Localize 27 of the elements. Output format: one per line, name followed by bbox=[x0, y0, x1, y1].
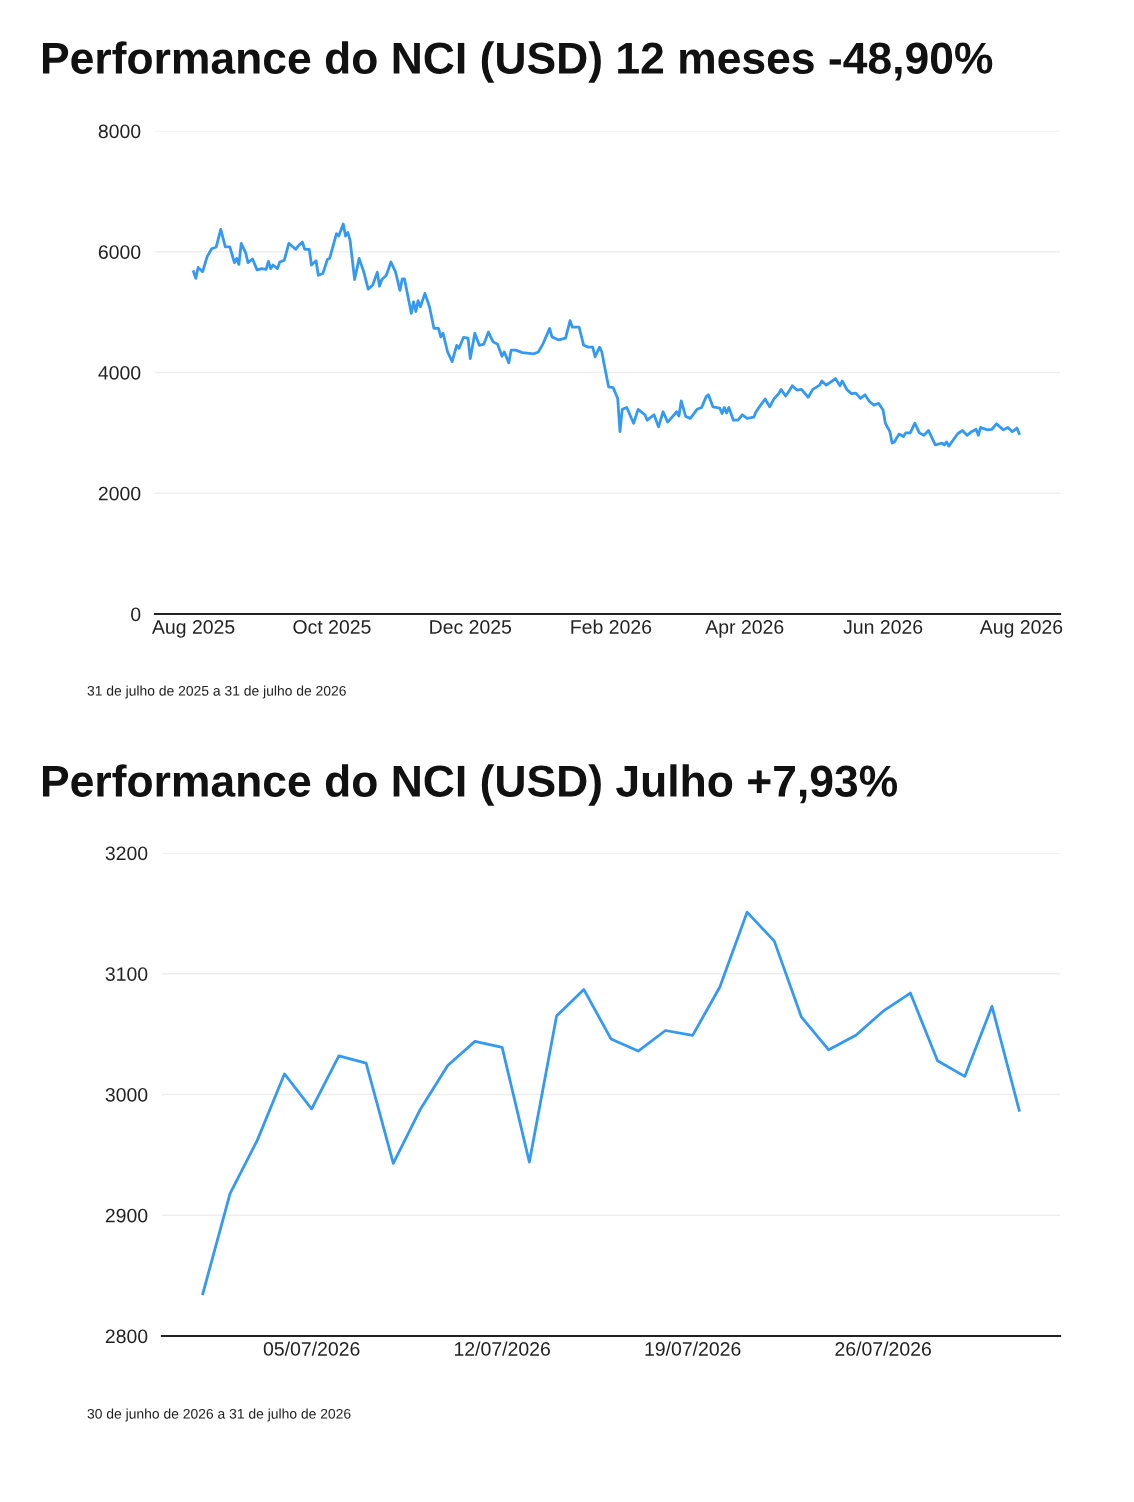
y-tick-label: 3000 bbox=[105, 1087, 148, 1102]
x-tick-label: Dec 2025 bbox=[430, 620, 512, 634]
y-tick-label: 0 bbox=[131, 607, 141, 622]
x-tick-label: Apr 2026 bbox=[705, 620, 784, 638]
chart-title: Performance do NCI (USD) 12 meses -48,90% bbox=[42, 41, 993, 83]
x-tick-label: 12/07/2026 bbox=[454, 1341, 550, 1356]
text: 30 de junho de 2026 a 31 de julho de 2026 bbox=[87, 1408, 351, 1422]
x-tick-label: Oct 2025 bbox=[293, 620, 371, 634]
line-series bbox=[192, 222, 1021, 448]
y-tick-label: 4000 bbox=[98, 365, 141, 380]
y-tick-label: 8000 bbox=[98, 124, 141, 139]
y-tick-label: 3100 bbox=[105, 967, 148, 981]
text: 31 de julho de 2025 a 31 de julho de 2026 bbox=[87, 685, 346, 699]
x-tick-label: Jun 2026 bbox=[843, 620, 923, 634]
y-tick-label: 2900 bbox=[105, 1208, 148, 1223]
chart-title: Performance do NCI (USD) Julho +7,93% bbox=[42, 764, 898, 806]
x-tick-label: 19/07/2026 bbox=[645, 1341, 741, 1356]
x-tick-label: 05/07/2026 bbox=[263, 1341, 360, 1356]
line-series bbox=[201, 910, 1021, 1296]
x-tick-label: Feb 2026 bbox=[571, 619, 652, 634]
y-tick-label: 6000 bbox=[98, 245, 141, 259]
y-tick-label: 2000 bbox=[98, 486, 141, 501]
y-tick-label: 3200 bbox=[105, 846, 148, 861]
x-tick-label: Aug 2026 bbox=[979, 620, 1063, 638]
x-tick-label: Aug 2025 bbox=[151, 620, 235, 638]
y-tick-label: 2800 bbox=[105, 1329, 148, 1344]
x-tick-label: 26/07/2026 bbox=[835, 1341, 931, 1356]
